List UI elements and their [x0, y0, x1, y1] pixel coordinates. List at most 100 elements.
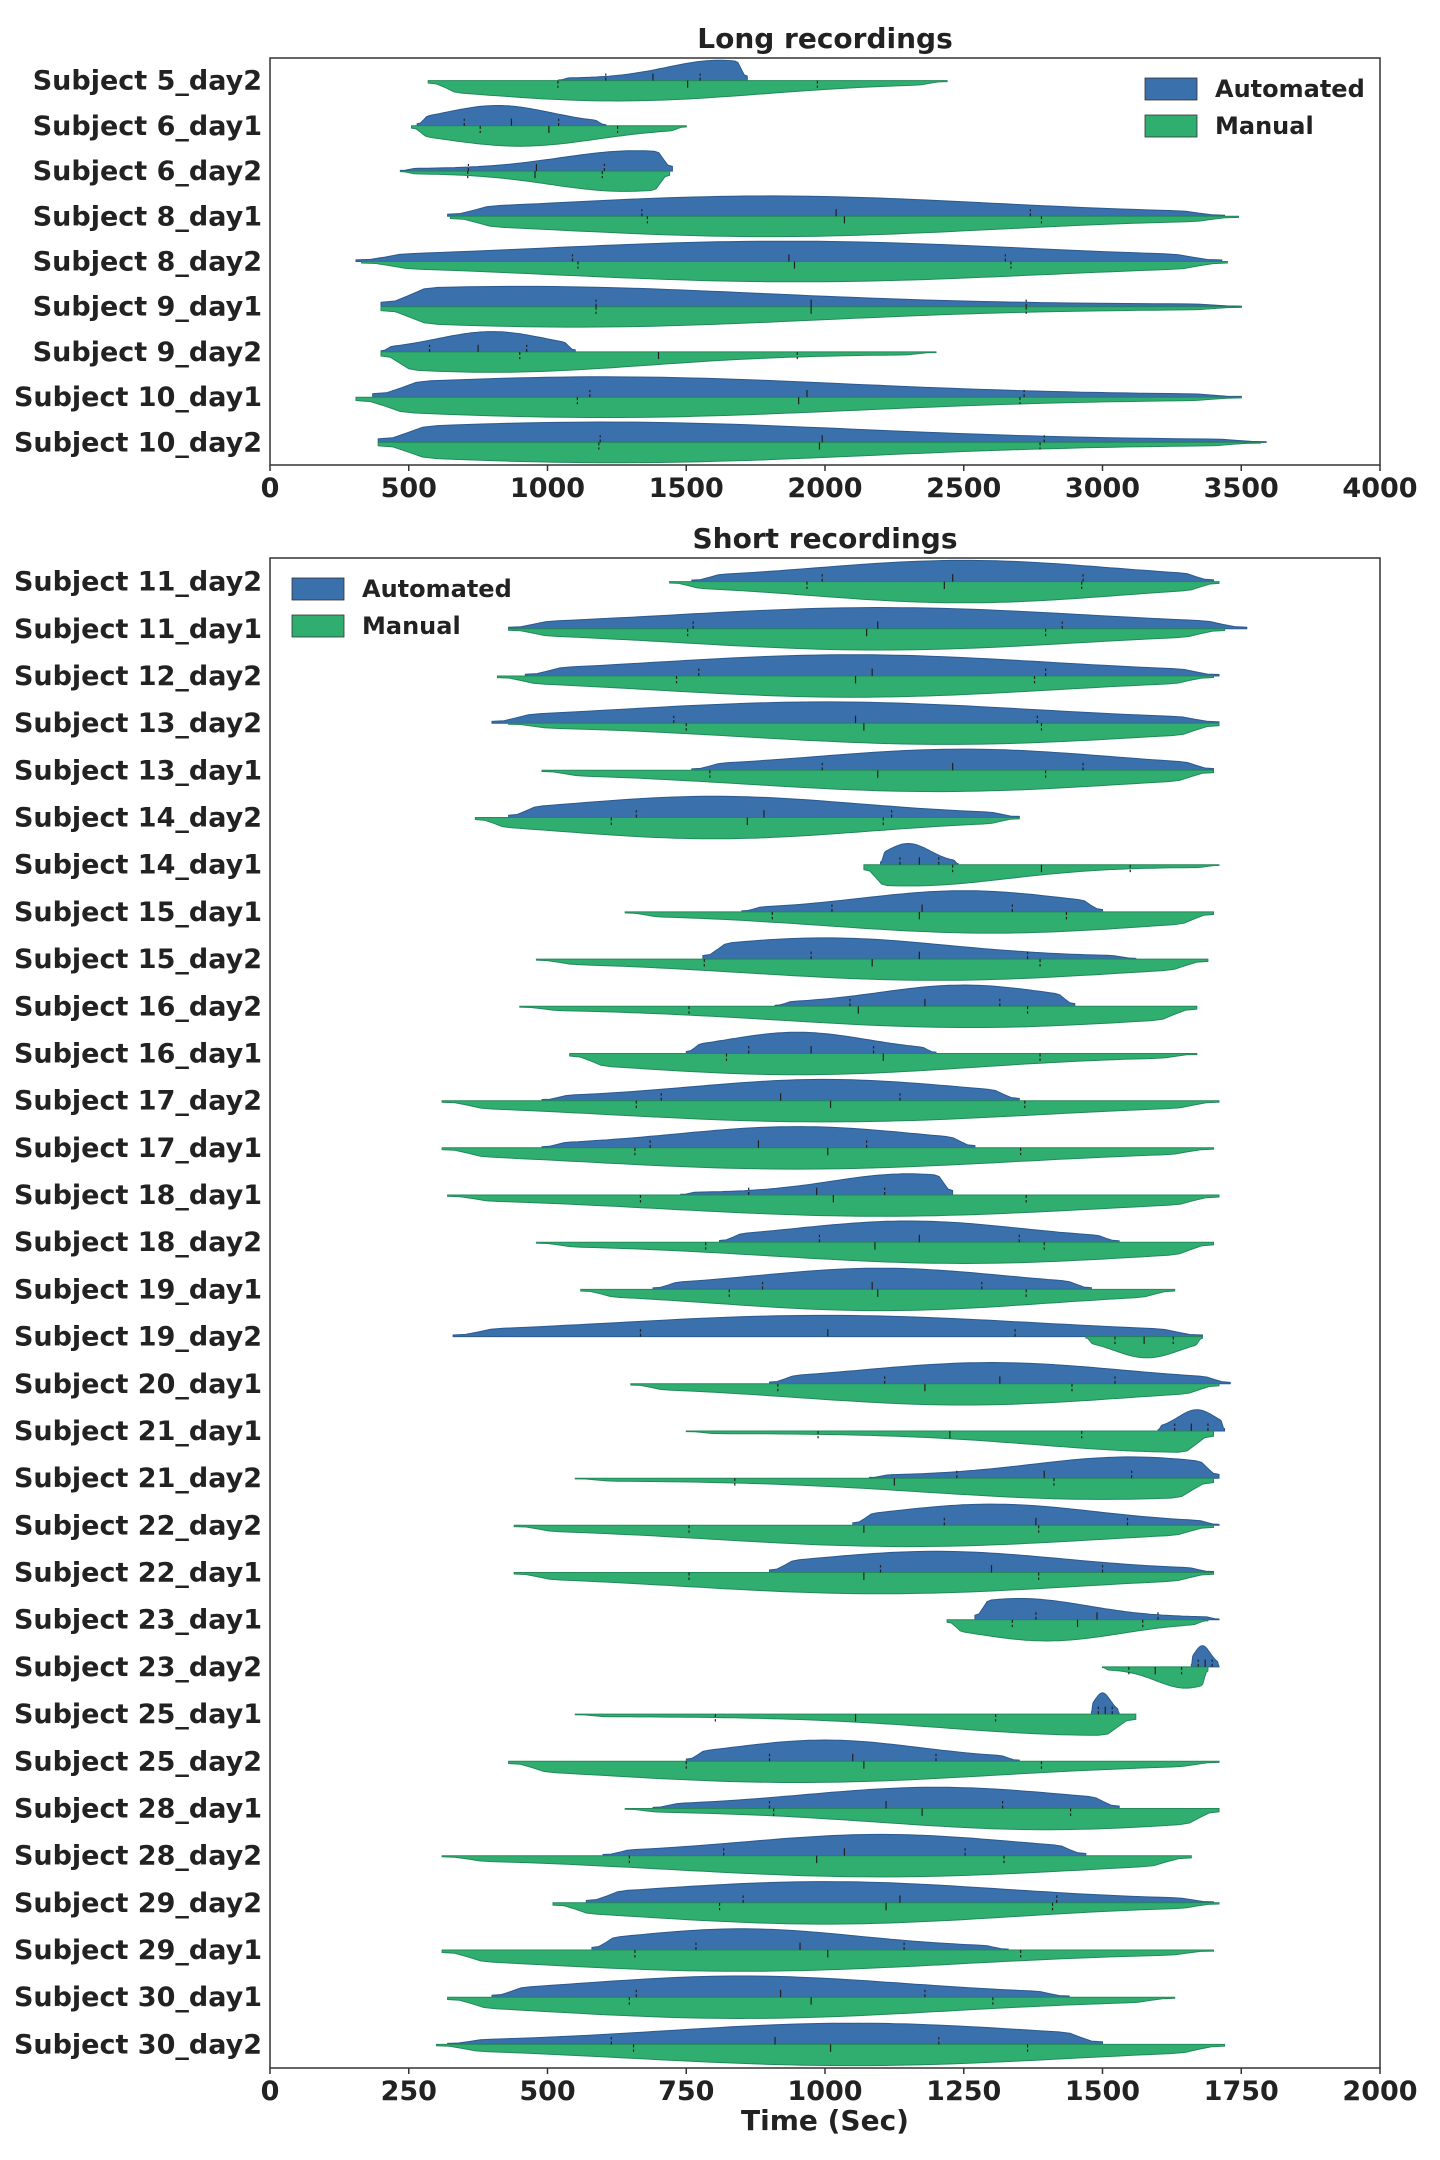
y-tick-label: Subject 19_day2: [14, 1322, 262, 1353]
x-tick-label: 250: [381, 2076, 437, 2107]
short-recordings-panel: Short recordings Time (Sec) 0 250 500 750 10…: [14, 522, 1418, 2137]
y-tick-label: Subject 16_day1: [14, 1038, 262, 1069]
chart-title-long: Long recordings: [697, 22, 953, 55]
y-tick-label: Subject 10_day2: [14, 427, 262, 458]
x-tick-label: 1250: [926, 2076, 1001, 2107]
x-tick-label: 1000: [787, 2076, 862, 2107]
x-tick-label: 2500: [926, 473, 1001, 504]
y-tick-label: Subject 30_day2: [14, 2029, 262, 2060]
y-tick-label: Subject 23_day1: [14, 1605, 262, 1636]
legend-swatch: [291, 614, 345, 638]
y-tick-label: Subject 29_day2: [14, 1888, 262, 1919]
violin-row: Subject 28_day1: [14, 1786, 1220, 1831]
violin-row: Subject 29_day2: [14, 1881, 1220, 1925]
violin-row: Subject 14_day2: [14, 795, 1020, 840]
y-tick-label: Subject 28_day2: [14, 1841, 262, 1872]
y-tick-label: Subject 17_day2: [14, 1086, 262, 1117]
y-tick-label: Subject 6_day2: [33, 156, 262, 187]
violin-row: Subject 19_day1: [14, 1267, 1176, 1312]
violin-row: Subject 23_day1: [14, 1598, 1220, 1642]
violin-row: Subject 25_day2: [14, 1739, 1220, 1783]
y-tick-label: Subject 10_day1: [14, 382, 262, 413]
violin-row: Subject 29_day1: [14, 1928, 1214, 1972]
violin-row: Subject 13_day1: [14, 748, 1214, 793]
x-tick-label: 3000: [1065, 473, 1140, 504]
violin-row: Subject 10_day1: [14, 376, 1242, 418]
x-tick-label: 1500: [1065, 2076, 1140, 2107]
y-tick-label: Subject 21_day2: [14, 1463, 262, 1494]
violin-row: Subject 18_day1: [14, 1173, 1220, 1217]
x-axis-label: Time (Sec): [741, 2104, 909, 2137]
violin-row: Subject 28_day2: [14, 1833, 1192, 1878]
y-tick-label: Subject 8_day1: [33, 201, 262, 232]
violin-row: Subject 8_day1: [33, 195, 1239, 238]
violin-row: Subject 9_day1: [33, 285, 1242, 328]
y-tick-label: Subject 22_day2: [14, 1510, 262, 1541]
legend-swatch: [1144, 114, 1198, 138]
y-tick-label: Subject 13_day1: [14, 755, 262, 786]
y-tick-label: Subject 11_day1: [14, 614, 262, 645]
violin-row: Subject 10_day2: [14, 421, 1267, 464]
y-tick-label: Subject 11_day2: [14, 567, 262, 598]
violin-row: Subject 16_day1: [14, 1031, 1198, 1076]
y-tick-label: Subject 9_day1: [33, 292, 262, 323]
violin-row: Subject 18_day2: [14, 1220, 1214, 1265]
violin-row: Subject 5_day2: [33, 59, 948, 102]
x-tick-label: 4000: [1342, 473, 1417, 504]
legend-swatch: [291, 577, 345, 601]
violin-row: Subject 21_day1: [14, 1409, 1226, 1453]
y-tick-label: Subject 19_day1: [14, 1274, 262, 1305]
x-tick-label: 500: [519, 2076, 575, 2107]
y-tick-label: Subject 16_day2: [14, 991, 262, 1022]
legend-label: Manual: [362, 612, 461, 640]
x-tick-label: 1750: [1204, 2076, 1279, 2107]
violin-row: Subject 13_day2: [14, 701, 1220, 745]
violin-row: Subject 30_day2: [14, 2022, 1226, 2067]
y-tick-label: Subject 6_day1: [33, 111, 262, 142]
y-tick-label: Subject 23_day2: [14, 1652, 262, 1683]
y-tick-label: Subject 20_day1: [14, 1369, 262, 1400]
long-recordings-panel: Long recordings 0 500 1000 1500 2000 2500 3000…: [14, 22, 1418, 504]
y-tick-label: Subject 28_day1: [14, 1793, 262, 1824]
y-tick-label: Subject 13_day2: [14, 708, 262, 739]
violin-row: Subject 14_day1: [14, 843, 1220, 887]
violin-row: Subject 15_day2: [14, 937, 1209, 981]
violin-row: Subject 9_day2: [33, 331, 937, 373]
x-tick-label: 2000: [1342, 2076, 1417, 2107]
violin-row: Subject 23_day2: [14, 1645, 1220, 1689]
x-tick-label: 0: [261, 2076, 280, 2107]
x-tick-label: 500: [381, 473, 437, 504]
y-tick-label: Subject 25_day1: [14, 1699, 262, 1730]
violin-row: Subject 30_day1: [14, 1975, 1176, 2020]
y-tick-label: Subject 15_day2: [14, 944, 262, 975]
y-tick-label: Subject 30_day1: [14, 1982, 262, 2013]
y-tick-label: Subject 29_day1: [14, 1935, 262, 1966]
y-tick-label: Subject 17_day1: [14, 1133, 262, 1164]
violin-row: Subject 25_day1: [14, 1692, 1137, 1736]
y-tick-label: Subject 22_day1: [14, 1558, 262, 1589]
y-tick-label: Subject 18_day2: [14, 1227, 262, 1258]
x-tick-label: 750: [658, 2076, 714, 2107]
legend-label: Manual: [1215, 112, 1314, 140]
violin-row: Subject 6_day1: [33, 105, 687, 147]
violin-row: Subject 11_day1: [14, 606, 1248, 651]
violin-row: Subject 8_day2: [33, 240, 1228, 283]
y-tick-label: Subject 21_day1: [14, 1416, 262, 1447]
x-tick-label: 3500: [1204, 473, 1279, 504]
violin-row: Subject 17_day2: [14, 1078, 1220, 1123]
y-tick-label: Subject 12_day2: [14, 661, 262, 692]
y-tick-label: Subject 18_day1: [14, 1180, 262, 1211]
violin-row: Subject 15_day1: [14, 890, 1214, 934]
violin-row: Subject 17_day1: [14, 1126, 1214, 1170]
x-tick-label: 1000: [510, 473, 585, 504]
y-tick-label: Subject 15_day1: [14, 897, 262, 928]
violin-row: Subject 20_day1: [14, 1361, 1231, 1406]
legend-label: Automated: [362, 575, 512, 603]
violin-row: Subject 12_day2: [14, 654, 1220, 698]
violin-row: Subject 11_day2: [14, 559, 1220, 604]
y-tick-label: Subject 25_day2: [14, 1746, 262, 1777]
violin-row: Subject 22_day2: [14, 1503, 1220, 1548]
violin-row: Subject 22_day1: [14, 1550, 1214, 1595]
x-tick-label: 1500: [649, 473, 724, 504]
